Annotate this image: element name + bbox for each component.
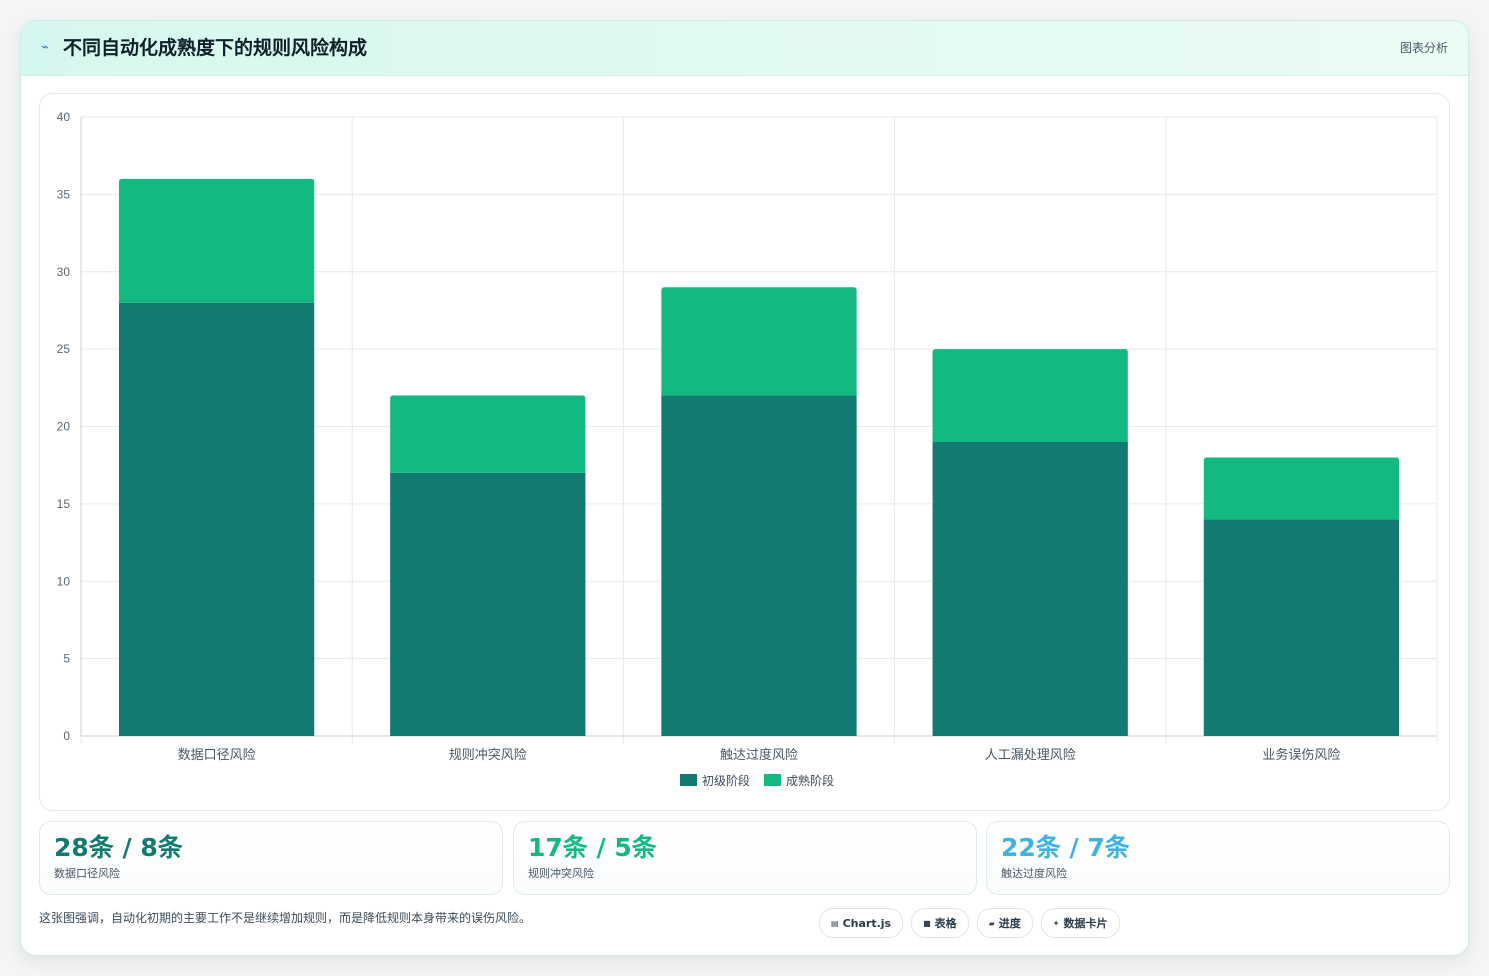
- view-switcher: ▤ Chart.js ■ 表格 ▰ 进度 ✦ 数据卡片: [819, 908, 1120, 938]
- stat-label: 触达过度风险: [1001, 867, 1067, 880]
- header-tag: 图表分析: [1399, 41, 1448, 55]
- y-tick-label: 30: [57, 265, 71, 279]
- bar-segment: [932, 441, 1128, 736]
- stat-label: 数据口径风险: [54, 867, 120, 880]
- pill-label: 进度: [998, 917, 1021, 930]
- stat-card: 22条 / 7条 触达过度风险: [986, 821, 1450, 895]
- y-tick-label: 15: [57, 497, 71, 511]
- bar-segment: [932, 349, 1128, 442]
- stat-value: 22条 / 7条: [1001, 833, 1130, 862]
- x-tick-label: 人工漏处理风险: [985, 747, 1076, 762]
- stat-value: 28条 / 8条: [54, 833, 183, 862]
- bar-segment: [390, 472, 586, 736]
- view-pill-data-card[interactable]: ✦ 数据卡片: [1040, 908, 1120, 938]
- bar-segment: [118, 178, 315, 303]
- pill-label: Chart.js: [842, 916, 892, 930]
- bar-segment: [661, 287, 857, 396]
- stacked-bar-chart: 0 5 10 15 20 25 30 35 40 数据口径风险 规则冲突风险 触达过度风险 人工漏处理风…: [57, 110, 1438, 788]
- lightning-icon: ⌁: [41, 40, 49, 55]
- y-tick-label: 10: [57, 574, 71, 588]
- bar-segment: [1203, 457, 1400, 520]
- bar-segment: [118, 302, 315, 736]
- chart-footnote: 这张图强调，自动化初期的主要工作不是继续增加规则，而是降低规则本身带来的误伤风险…: [39, 911, 532, 925]
- stat-card: 28条 / 8条 数据口径风险: [39, 821, 503, 895]
- legend-swatch: [764, 774, 781, 786]
- y-tick-label: 5: [63, 652, 70, 666]
- view-pill-chartjs[interactable]: ▤ Chart.js: [819, 908, 904, 938]
- legend-swatch: [680, 774, 697, 786]
- legend-label: 初级阶段: [702, 773, 750, 788]
- y-tick-label: 35: [57, 187, 71, 201]
- pill-label: 数据卡片: [1063, 917, 1108, 930]
- y-tick-label: 25: [57, 342, 71, 356]
- view-pill-progress[interactable]: ▰ 进度: [976, 908, 1033, 938]
- x-tick-label: 规则冲突风险: [449, 747, 527, 762]
- bar-segment: [1203, 519, 1400, 736]
- chart-icon: ▤: [831, 918, 839, 928]
- page-title: 不同自动化成熟度下的规则风险构成: [63, 37, 368, 59]
- bar-segment: [661, 395, 857, 736]
- card-header: ⌁ 不同自动化成熟度下的规则风险构成 图表分析: [21, 21, 1468, 76]
- stat-card: 17条 / 5条 规则冲突风险: [513, 821, 977, 895]
- y-tick-label: 0: [63, 729, 70, 743]
- y-tick-label: 40: [57, 110, 71, 124]
- stat-value: 17条 / 5条: [528, 833, 657, 862]
- table-icon: ■: [923, 918, 931, 928]
- chart-container: 0 5 10 15 20 25 30 35 40 数据口径风险 规则冲突风险 触达过度风险 人工漏处理风…: [39, 93, 1450, 811]
- progress-icon: ▰: [988, 918, 995, 928]
- view-pill-table[interactable]: ■ 表格: [911, 908, 969, 938]
- x-tick-label: 业务误伤风险: [1262, 747, 1340, 762]
- legend-label: 成熟阶段: [786, 773, 834, 788]
- chart-card: ⌁ 不同自动化成熟度下的规则风险构成 图表分析 0 5 10 15 20 25 30 35 40…: [20, 20, 1469, 956]
- pill-label: 表格: [934, 917, 957, 930]
- x-tick-label: 数据口径风险: [178, 747, 256, 762]
- sparkle-icon: ✦: [1052, 918, 1060, 928]
- y-tick-label: 20: [57, 420, 71, 434]
- bar-segment: [390, 395, 586, 473]
- x-tick-label: 触达过度风险: [720, 747, 798, 762]
- stat-label: 规则冲突风险: [528, 867, 594, 880]
